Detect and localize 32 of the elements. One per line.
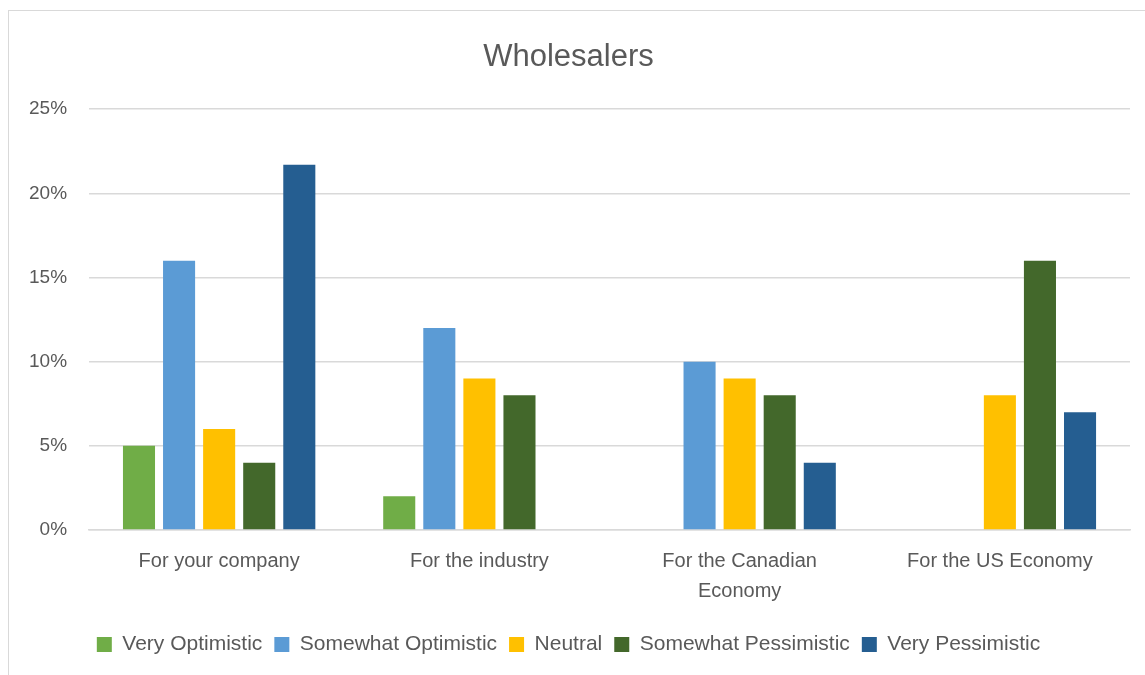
x-tick-label: For the industry bbox=[409, 548, 549, 571]
y-tick-label: 25% bbox=[29, 97, 68, 119]
y-tick-label: 10% bbox=[29, 349, 68, 371]
bar bbox=[203, 429, 236, 530]
bar bbox=[283, 164, 316, 530]
bar bbox=[463, 378, 496, 530]
bar bbox=[763, 395, 796, 530]
legend-label: Neutral bbox=[534, 631, 603, 655]
bar bbox=[983, 395, 1016, 530]
bar bbox=[122, 445, 156, 530]
x-tick-label: For your company bbox=[138, 548, 300, 571]
legend-label: Very Optimistic bbox=[122, 631, 263, 655]
bar bbox=[503, 395, 536, 530]
bar bbox=[163, 260, 196, 530]
bar bbox=[423, 328, 456, 530]
bar bbox=[383, 496, 416, 530]
y-tick-label: 0% bbox=[39, 518, 68, 540]
legend-label: Somewhat Pessimistic bbox=[639, 631, 850, 655]
legend-label: Very Pessimistic bbox=[887, 631, 1041, 655]
bar bbox=[723, 378, 756, 530]
x-tick-label: For the Canadian Economy bbox=[662, 548, 817, 601]
bar bbox=[683, 361, 716, 530]
bar bbox=[243, 462, 276, 530]
legend-label: Somewhat Optimistic bbox=[299, 631, 498, 655]
y-tick-label: 15% bbox=[29, 265, 68, 287]
bar bbox=[1064, 412, 1097, 530]
y-tick-label: 5% bbox=[39, 434, 68, 456]
bar bbox=[803, 462, 836, 530]
x-tick-label: For the US Economy bbox=[907, 548, 1093, 571]
y-tick-label: 20% bbox=[29, 181, 68, 203]
chart-title: Wholesalers bbox=[483, 38, 654, 74]
bar bbox=[1023, 260, 1056, 530]
